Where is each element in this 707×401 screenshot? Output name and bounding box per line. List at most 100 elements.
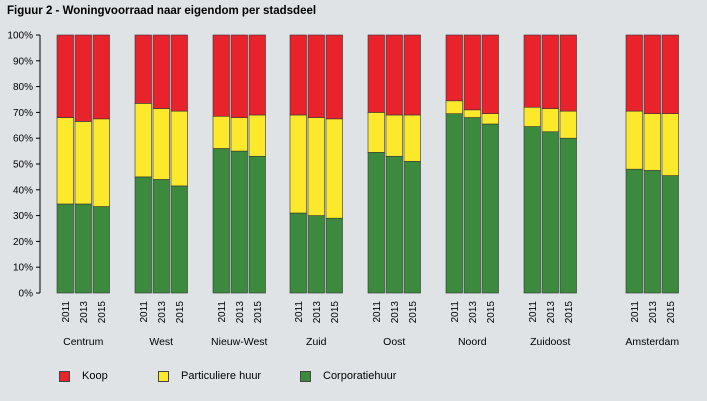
bar-centrum-2013-corporatiehuur	[74, 203, 92, 294]
year-label: 2011	[61, 301, 72, 323]
group-label-zuidoost: Zuidoost	[530, 336, 570, 348]
bar-noord-2013-corporatiehuur	[463, 117, 481, 294]
bar-amsterdam-2015-particuliere-huur	[661, 113, 679, 176]
bar-oost-2015-particuliere-huur	[403, 114, 421, 162]
group-label-oost: Oost	[383, 336, 405, 348]
group-label-west: West	[149, 336, 173, 348]
bar-zuidoost-2011-particuliere-huur	[523, 106, 541, 127]
bar-amsterdam-2015-corporatiehuur	[661, 175, 679, 294]
bar-zuidoost-2011-koop	[523, 34, 541, 108]
bar-amsterdam-2013-particuliere-huur	[643, 113, 661, 171]
year-label: 2013	[390, 301, 401, 324]
bar-centrum-2011-particuliere-huur	[56, 117, 74, 205]
legend-swatch-koop	[59, 370, 70, 382]
bar-centrum-2011-corporatiehuur	[56, 203, 74, 294]
y-tick-label: 90%	[13, 56, 33, 67]
bar-noord-2015-corporatiehuur	[481, 123, 499, 294]
bar-noord-2011-corporatiehuur	[445, 113, 463, 294]
bar-noord-2015-particuliere-huur	[481, 113, 499, 125]
legend-item-koop: Koop	[59, 368, 108, 384]
bar-west-2013-particuliere-huur	[152, 108, 170, 180]
bar-oost-2015-corporatiehuur	[403, 161, 421, 294]
bar-centrum-2015-koop	[92, 34, 110, 120]
group-label-centrum: Centrum	[63, 336, 104, 348]
year-label: 2011	[294, 301, 305, 323]
year-label: 2015	[666, 301, 677, 324]
year-label: 2011	[139, 301, 150, 323]
bar-zuid-2015-koop	[325, 34, 343, 120]
group-label-amsterdam: Amsterdam	[625, 336, 679, 348]
legend-item-corporatiehuur: Corporatiehuur	[300, 368, 396, 384]
year-label: 2013	[235, 301, 246, 324]
legend-swatch-corporatiehuur	[300, 370, 311, 382]
year-label: 2011	[630, 301, 641, 323]
bar-nieuw-west-2013-corporatiehuur	[230, 150, 248, 294]
year-label: 2015	[564, 301, 575, 324]
year-label: 2015	[408, 301, 419, 324]
bar-nieuw-west-2015-koop	[248, 34, 266, 116]
bar-zuidoost-2013-particuliere-huur	[541, 108, 559, 133]
year-label: 2013	[546, 301, 557, 324]
bar-oost-2013-koop	[385, 34, 403, 116]
bar-noord-2011-koop	[445, 34, 463, 102]
bar-zuid-2011-particuliere-huur	[289, 114, 307, 214]
legend-label-particuliere-huur: Particuliere huur	[181, 370, 262, 382]
bar-oost-2011-koop	[367, 34, 385, 113]
bar-zuid-2011-corporatiehuur	[289, 212, 307, 294]
year-label: 2013	[157, 301, 168, 324]
bar-zuid-2013-koop	[307, 34, 325, 118]
bar-amsterdam-2013-koop	[643, 34, 661, 114]
bar-zuid-2013-particuliere-huur	[307, 117, 325, 216]
bar-west-2011-corporatiehuur	[134, 176, 152, 294]
bar-nieuw-west-2011-particuliere-huur	[212, 115, 230, 149]
bar-centrum-2015-particuliere-huur	[92, 118, 110, 207]
bar-zuidoost-2015-koop	[559, 34, 577, 112]
y-tick-label: 30%	[13, 211, 33, 222]
y-tick-label: 70%	[13, 108, 33, 119]
bar-nieuw-west-2015-corporatiehuur	[248, 155, 266, 294]
year-label: 2013	[468, 301, 479, 324]
group-label-nieuw-west: Nieuw-West	[211, 336, 267, 348]
group-label-zuid: Zuid	[306, 336, 327, 348]
bar-amsterdam-2011-koop	[625, 34, 643, 112]
bar-west-2015-corporatiehuur	[170, 185, 188, 294]
bar-nieuw-west-2013-koop	[230, 34, 248, 118]
bar-oost-2015-koop	[403, 34, 421, 116]
bar-west-2011-particuliere-huur	[134, 103, 152, 178]
legend-item-particuliere-huur: Particuliere huur	[158, 368, 261, 384]
bar-amsterdam-2015-koop	[661, 34, 679, 114]
bar-zuidoost-2011-corporatiehuur	[523, 126, 541, 294]
year-label: 2011	[528, 301, 539, 323]
bar-amsterdam-2013-corporatiehuur	[643, 170, 661, 294]
year-label: 2013	[648, 301, 659, 324]
year-label: 2013	[79, 301, 90, 324]
bar-zuidoost-2015-particuliere-huur	[559, 110, 577, 139]
bar-zuidoost-2013-corporatiehuur	[541, 131, 559, 294]
bar-nieuw-west-2013-particuliere-huur	[230, 117, 248, 152]
year-label: 2011	[217, 301, 228, 323]
bar-west-2013-koop	[152, 34, 170, 109]
year-label: 2015	[486, 301, 497, 324]
y-axis: 0% 10% 20% 30% 40% 50% 60% 70% 80% 90% 100%	[7, 31, 41, 300]
bar-noord-2013-particuliere-huur	[463, 109, 481, 118]
bar-amsterdam-2011-particuliere-huur	[625, 110, 643, 170]
bar-noord-2011-particuliere-huur	[445, 100, 463, 114]
chart-title: Figuur 2 - Woningvoorraad naar eigendom …	[7, 5, 317, 17]
bar-noord-2015-koop	[481, 34, 499, 114]
bars	[56, 34, 679, 294]
bar-nieuw-west-2011-corporatiehuur	[212, 148, 230, 294]
y-tick-label: 60%	[13, 134, 33, 145]
year-label: 2011	[372, 301, 383, 323]
x-axis-labels: 2011 2013 2015 Centrum 2011 2013 2015 West 2011 2…	[61, 301, 680, 348]
legend-label-corporatiehuur: Corporatiehuur	[323, 370, 397, 382]
bar-west-2015-koop	[170, 34, 188, 112]
bar-west-2013-corporatiehuur	[152, 179, 170, 294]
y-tick-label: 100%	[7, 31, 33, 42]
bar-zuid-2013-corporatiehuur	[307, 215, 325, 294]
bar-oost-2013-particuliere-huur	[385, 114, 403, 157]
y-tick-label: 0%	[19, 289, 34, 300]
bar-west-2015-particuliere-huur	[170, 110, 188, 187]
group-label-noord: Noord	[458, 336, 487, 348]
year-label: 2015	[253, 301, 264, 324]
